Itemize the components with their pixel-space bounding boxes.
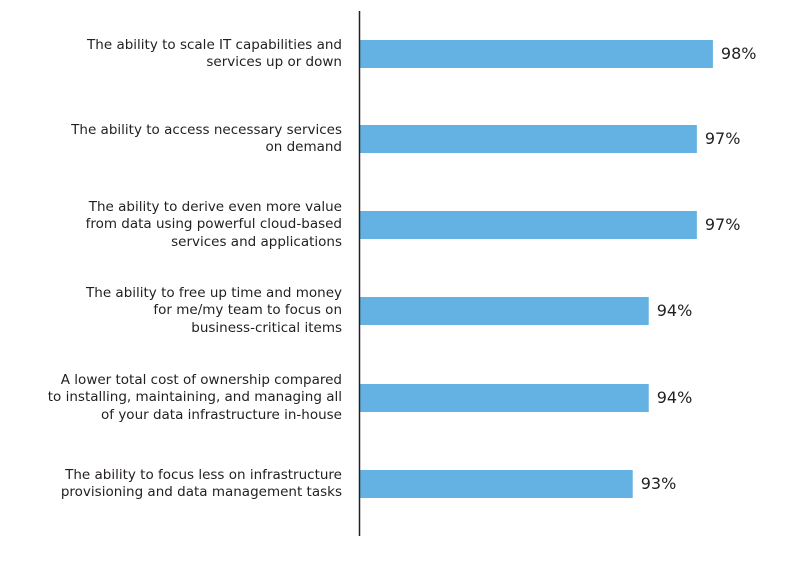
category-label: The ability to scale IT capabilities and… bbox=[87, 36, 342, 71]
bar-value-label: 98% bbox=[720, 44, 757, 63]
bar bbox=[360, 384, 649, 412]
bar-value-label: 97% bbox=[704, 215, 741, 234]
category-label: The ability to derive even more value fr… bbox=[85, 198, 342, 250]
bar bbox=[360, 470, 633, 498]
bar-value-label: 94% bbox=[656, 301, 693, 320]
bar bbox=[360, 40, 713, 68]
category-label: The ability to focus less on infrastruct… bbox=[60, 466, 342, 501]
bar bbox=[360, 211, 697, 239]
category-label: The ability to access necessary services… bbox=[71, 121, 342, 156]
bar-value-label: 93% bbox=[640, 474, 677, 493]
bar bbox=[360, 297, 649, 325]
bar bbox=[360, 125, 697, 153]
bar-value-label: 97% bbox=[704, 129, 741, 148]
bar-group bbox=[360, 40, 713, 498]
bar-value-label: 94% bbox=[656, 388, 693, 407]
category-label: A lower total cost of ownership compared… bbox=[47, 371, 342, 423]
category-label: The ability to free up time and money fo… bbox=[86, 284, 342, 336]
